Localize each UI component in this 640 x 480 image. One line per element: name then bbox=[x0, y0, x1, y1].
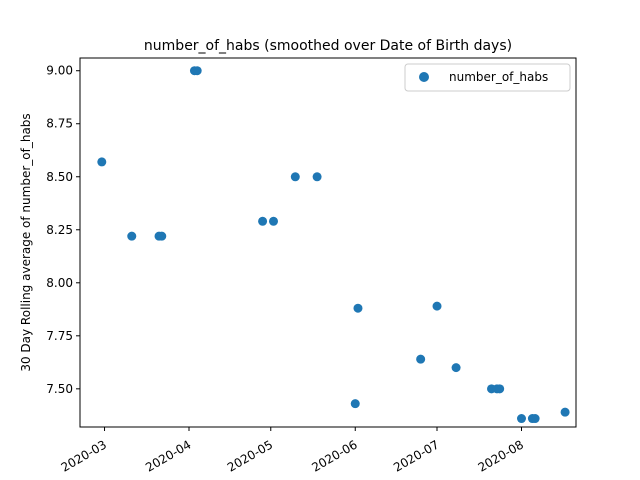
data-point-7 bbox=[268, 216, 278, 226]
data-point-14 bbox=[451, 363, 461, 373]
legend-marker bbox=[419, 72, 429, 82]
data-point-5 bbox=[192, 66, 202, 76]
data-point-0 bbox=[97, 157, 107, 167]
y-axis: 7.50 7.75 8.00 8.25 8.50 8.75 9.00 bbox=[46, 64, 80, 396]
chart-title: number_of_habs (smoothed over Date of Bi… bbox=[144, 38, 512, 54]
data-point-9 bbox=[312, 172, 322, 182]
data-point-18 bbox=[516, 414, 526, 424]
legend: number_of_habs bbox=[404, 63, 571, 92]
y-tick-label-2: 8.00 bbox=[46, 276, 73, 290]
data-point-8 bbox=[290, 172, 300, 182]
legend-label: number_of_habs bbox=[449, 70, 548, 84]
data-point-21 bbox=[560, 407, 570, 417]
y-tick-label-5: 8.75 bbox=[46, 117, 73, 131]
y-tick-label-4: 8.50 bbox=[46, 170, 73, 184]
data-point-13 bbox=[432, 301, 442, 311]
axes-frame bbox=[79, 57, 577, 428]
y-tick-label-0: 7.50 bbox=[46, 382, 73, 396]
y-tick-label-6: 9.00 bbox=[46, 64, 73, 78]
data-point-20 bbox=[530, 414, 540, 424]
data-point-17 bbox=[495, 384, 505, 394]
data-point-10 bbox=[350, 399, 360, 409]
legend-box bbox=[404, 63, 571, 92]
y-tick-label-1: 7.75 bbox=[46, 329, 73, 343]
data-point-6 bbox=[258, 216, 268, 226]
data-point-3 bbox=[157, 231, 167, 241]
plot-area bbox=[97, 66, 570, 424]
y-tick-label-3: 8.25 bbox=[46, 223, 73, 237]
data-point-12 bbox=[416, 354, 426, 364]
data-point-1 bbox=[127, 231, 137, 241]
data-point-11 bbox=[353, 303, 363, 313]
y-axis-label: 30 Day Rolling average of number_of_habs bbox=[19, 113, 33, 371]
